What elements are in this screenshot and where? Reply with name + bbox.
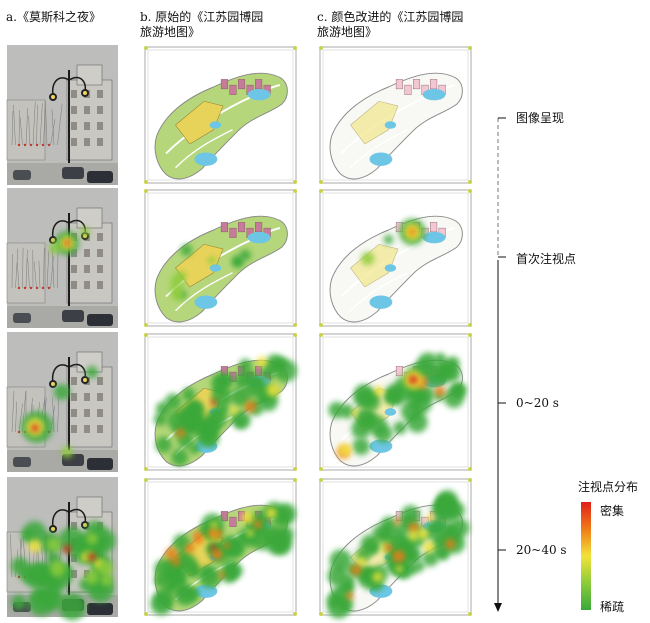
title-color-improved-map: c. 颜色改进的《江苏园博园 旅游地图》	[317, 10, 464, 39]
panel-r2-c2	[143, 188, 298, 328]
legend-title: 注视点分布	[578, 480, 639, 494]
panel-r1-c2	[143, 45, 298, 185]
panel-r2-c3	[318, 188, 473, 328]
legend-high-label: 密集	[600, 504, 625, 518]
title-original-map: b. 原始的《江苏园博园 旅游地图》	[140, 10, 264, 39]
panel-r4-c1	[6, 477, 118, 621]
panel-r3-c1	[6, 332, 118, 472]
timeline-label-presentation: 图像呈现	[516, 111, 565, 125]
timeline-axis	[494, 117, 506, 612]
panel-r1-c1	[6, 45, 118, 185]
panel-r1-c3	[318, 45, 473, 185]
panel-r2-c1	[6, 188, 118, 328]
legend-color-bar	[581, 502, 591, 610]
panel-r3-c3	[318, 332, 473, 472]
timeline-label-0-20s: 0~20 s	[516, 396, 559, 410]
timeline-label-first-fixation: 首次注视点	[516, 252, 577, 266]
panel-r3-c2	[143, 332, 298, 472]
legend-low-label: 稀疏	[600, 600, 625, 614]
panel-r4-c3	[318, 477, 473, 619]
title-moscow-night: a.《莫斯科之夜》	[6, 10, 101, 24]
timeline-label-20-40s: 20~40 s	[516, 543, 567, 557]
panel-r4-c2	[143, 477, 298, 617]
